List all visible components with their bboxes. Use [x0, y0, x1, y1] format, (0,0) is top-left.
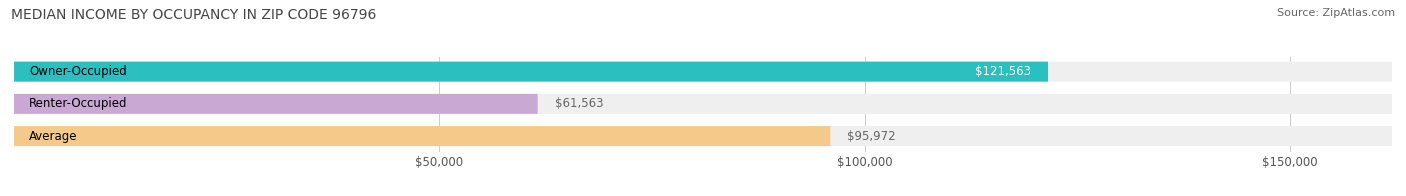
Text: $121,563: $121,563: [974, 65, 1031, 78]
FancyBboxPatch shape: [14, 62, 1392, 82]
Text: Owner-Occupied: Owner-Occupied: [30, 65, 127, 78]
FancyBboxPatch shape: [14, 94, 537, 114]
Text: Source: ZipAtlas.com: Source: ZipAtlas.com: [1277, 8, 1395, 18]
Text: $61,563: $61,563: [555, 97, 603, 110]
Text: $95,972: $95,972: [848, 130, 896, 143]
FancyBboxPatch shape: [14, 94, 1392, 114]
Text: Renter-Occupied: Renter-Occupied: [30, 97, 128, 110]
Text: MEDIAN INCOME BY OCCUPANCY IN ZIP CODE 96796: MEDIAN INCOME BY OCCUPANCY IN ZIP CODE 9…: [11, 8, 377, 22]
FancyBboxPatch shape: [14, 126, 831, 146]
FancyBboxPatch shape: [14, 126, 1392, 146]
FancyBboxPatch shape: [14, 62, 1047, 82]
Text: Average: Average: [30, 130, 77, 143]
